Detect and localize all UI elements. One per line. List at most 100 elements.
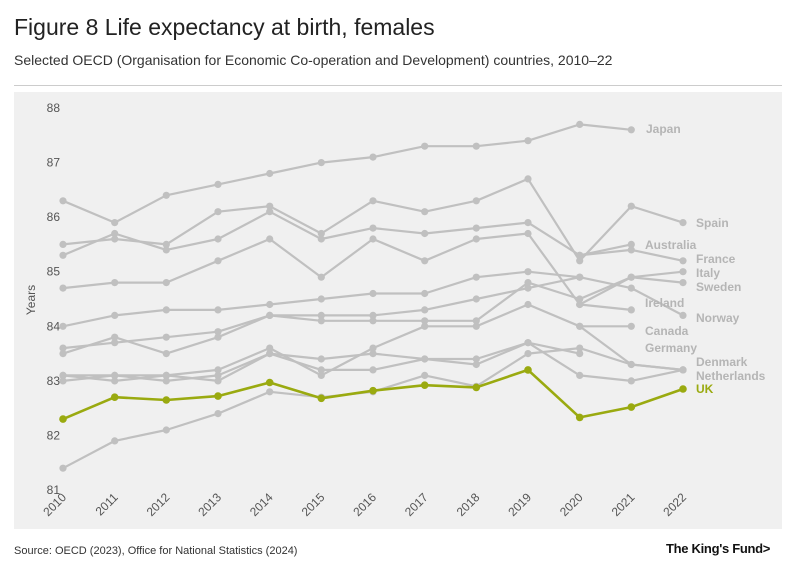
italy-point [524,229,532,238]
page-subtitle: Selected OECD (Organisation for Economic… [14,52,613,68]
norway-point [111,311,119,319]
denmark-point [111,437,119,445]
other-series-2-point [317,355,325,363]
spain-label: Spain [696,216,729,230]
france-point [421,229,429,238]
germany-point [317,371,325,379]
uk-point [162,396,171,404]
netherlands-point [524,339,532,347]
sweden-point [162,333,170,341]
australia-label: Australia [645,238,697,252]
sweden-point [317,317,325,325]
x-tick-label: 2021 [609,490,638,519]
sweden-point [214,328,222,336]
italy-point [111,279,119,287]
spain-point [111,235,119,243]
x-tick-label: 2010 [40,490,69,519]
kings-fund-logo: The King's Fund> [666,541,771,556]
norway-label: Norway [696,311,740,325]
spain-point [162,240,170,248]
germany-point [421,322,429,330]
uk-point [627,403,636,411]
japan-point [576,120,584,128]
france-point [317,235,325,243]
uk-point [59,415,67,423]
norway-point [679,311,687,319]
norway-point [59,322,67,330]
sweden-point [472,317,480,325]
netherlands-point [317,366,325,374]
netherlands-point [576,371,584,379]
sweden-point [421,317,429,325]
other-series-1-point [59,350,67,358]
denmark-point [59,464,67,472]
japan-line [61,123,633,224]
netherlands-point [627,377,635,385]
other-series-2-point [111,377,119,385]
italy-point [266,235,274,243]
norway-point [472,273,480,281]
japan-point [421,142,429,150]
x-tick-label: 2018 [454,490,483,519]
spain-point [627,202,635,210]
y-tick-label: 84 [47,319,61,333]
x-tick-label: 2015 [299,490,328,519]
germany-point [369,344,377,352]
other-series-1-point [317,311,325,319]
france-point [111,229,119,238]
uk-point [214,392,222,400]
uk-point [369,386,377,395]
spain-point [421,208,429,216]
spain-line [61,177,685,262]
denmark-point [214,410,222,418]
uk-point [575,413,584,422]
france-point [162,246,170,254]
italy-point [214,257,222,265]
france-label: France [696,252,736,266]
france-point [627,246,635,254]
sweden-point [524,279,532,287]
italy-label: Italy [696,266,720,280]
japan-point [59,197,67,205]
norway-point [576,273,584,281]
x-tick-label: 2019 [505,490,534,519]
spain-point [679,219,687,227]
page-title: Figure 8 Life expectancy at birth, femal… [14,14,435,40]
other-series-1-point [369,311,377,319]
denmark-point [576,344,584,352]
x-tick-label: 2011 [93,490,121,518]
denmark-line [61,347,685,470]
australia-point [627,240,635,248]
uk-point [420,381,429,390]
chart-panel [14,92,782,529]
x-tick-label: 2022 [660,490,689,519]
y-tick-label: 81 [47,483,61,497]
netherlands-point [59,371,67,379]
germany-point [266,344,274,352]
sweden-point [59,344,67,352]
norway-point [317,295,325,303]
italy-point [317,273,325,281]
canada-label: Canada [645,324,689,338]
france-point [266,208,274,216]
spain-point [214,208,222,216]
france-point [472,224,480,232]
uk-point [265,378,274,387]
sweden-point [576,295,584,303]
netherlands-point [472,360,480,369]
spain-point [266,202,274,210]
spain-point [369,197,377,205]
other-series-1-point [524,284,532,292]
ireland-point [627,306,635,314]
italy-point [472,235,480,243]
netherlands-point [162,377,170,385]
italy-point [162,279,170,287]
spain-point [59,240,67,248]
spain-point [576,257,584,265]
netherlands-point [679,366,687,374]
uk-point [524,366,532,374]
denmark-point [524,350,532,358]
other-series-2-point [576,350,584,358]
germany-label: Germany [645,341,697,355]
